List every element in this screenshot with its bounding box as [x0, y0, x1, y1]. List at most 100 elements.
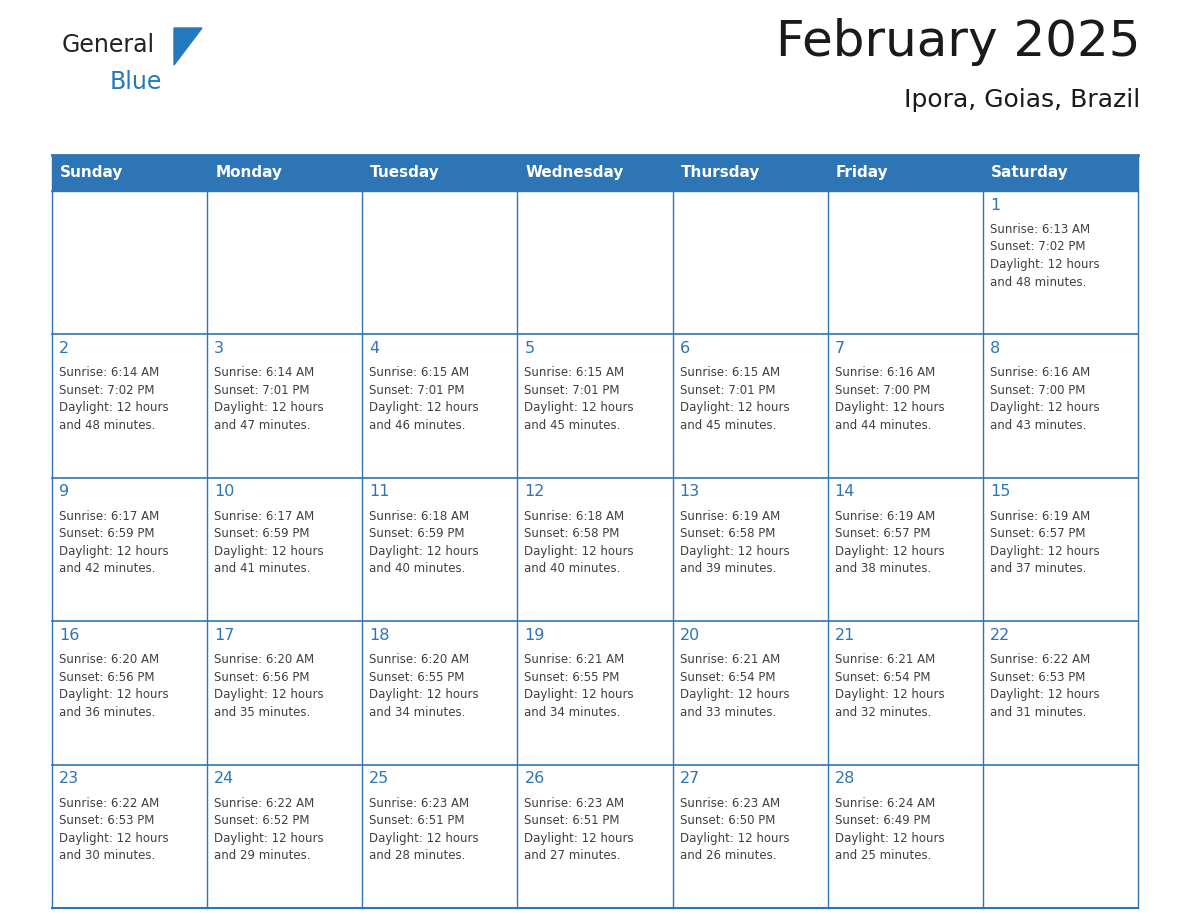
Bar — [518, 621, 672, 765]
Text: 19: 19 — [524, 628, 545, 643]
Text: Sunrise: 6:18 AM
Sunset: 6:58 PM
Daylight: 12 hours
and 40 minutes.: Sunrise: 6:18 AM Sunset: 6:58 PM Dayligh… — [524, 509, 634, 576]
Text: Sunrise: 6:21 AM
Sunset: 6:54 PM
Daylight: 12 hours
and 33 minutes.: Sunrise: 6:21 AM Sunset: 6:54 PM Dayligh… — [680, 654, 789, 719]
Text: February 2025: February 2025 — [776, 18, 1140, 66]
Text: Sunrise: 6:15 AM
Sunset: 7:01 PM
Daylight: 12 hours
and 46 minutes.: Sunrise: 6:15 AM Sunset: 7:01 PM Dayligh… — [369, 366, 479, 431]
Text: General: General — [62, 33, 156, 57]
Bar — [828, 621, 982, 765]
Text: Sunrise: 6:20 AM
Sunset: 6:55 PM
Daylight: 12 hours
and 34 minutes.: Sunrise: 6:20 AM Sunset: 6:55 PM Dayligh… — [369, 654, 479, 719]
Text: Sunrise: 6:19 AM
Sunset: 6:58 PM
Daylight: 12 hours
and 39 minutes.: Sunrise: 6:19 AM Sunset: 6:58 PM Dayligh… — [680, 509, 789, 576]
Text: Sunrise: 6:19 AM
Sunset: 6:57 PM
Daylight: 12 hours
and 38 minutes.: Sunrise: 6:19 AM Sunset: 6:57 PM Dayligh… — [835, 509, 944, 576]
Text: Wednesday: Wednesday — [525, 165, 624, 181]
Text: 8: 8 — [990, 341, 1000, 356]
Bar — [518, 191, 672, 334]
Text: 9: 9 — [59, 485, 69, 499]
Bar — [52, 191, 207, 334]
Text: 21: 21 — [835, 628, 855, 643]
Bar — [672, 621, 828, 765]
Bar — [982, 191, 1138, 334]
Text: Saturday: Saturday — [991, 165, 1069, 181]
Text: 13: 13 — [680, 485, 700, 499]
Text: 4: 4 — [369, 341, 379, 356]
Bar — [982, 334, 1138, 477]
Bar — [828, 477, 982, 621]
Bar — [828, 765, 982, 908]
Text: 1: 1 — [990, 197, 1000, 212]
Text: Sunrise: 6:15 AM
Sunset: 7:01 PM
Daylight: 12 hours
and 45 minutes.: Sunrise: 6:15 AM Sunset: 7:01 PM Dayligh… — [524, 366, 634, 431]
Text: 17: 17 — [214, 628, 234, 643]
Text: 25: 25 — [369, 771, 390, 786]
Bar — [362, 621, 518, 765]
Text: 12: 12 — [524, 485, 545, 499]
Text: Sunrise: 6:22 AM
Sunset: 6:53 PM
Daylight: 12 hours
and 30 minutes.: Sunrise: 6:22 AM Sunset: 6:53 PM Dayligh… — [59, 797, 169, 862]
Bar — [672, 765, 828, 908]
Text: 18: 18 — [369, 628, 390, 643]
Bar — [362, 765, 518, 908]
Text: Monday: Monday — [215, 165, 282, 181]
Text: Sunrise: 6:21 AM
Sunset: 6:54 PM
Daylight: 12 hours
and 32 minutes.: Sunrise: 6:21 AM Sunset: 6:54 PM Dayligh… — [835, 654, 944, 719]
Text: Sunrise: 6:22 AM
Sunset: 6:52 PM
Daylight: 12 hours
and 29 minutes.: Sunrise: 6:22 AM Sunset: 6:52 PM Dayligh… — [214, 797, 324, 862]
Text: 14: 14 — [835, 485, 855, 499]
Text: Sunrise: 6:23 AM
Sunset: 6:50 PM
Daylight: 12 hours
and 26 minutes.: Sunrise: 6:23 AM Sunset: 6:50 PM Dayligh… — [680, 797, 789, 862]
Text: Sunday: Sunday — [61, 165, 124, 181]
Text: 2: 2 — [59, 341, 69, 356]
Text: 5: 5 — [524, 341, 535, 356]
Bar — [207, 191, 362, 334]
Text: Sunrise: 6:14 AM
Sunset: 7:02 PM
Daylight: 12 hours
and 48 minutes.: Sunrise: 6:14 AM Sunset: 7:02 PM Dayligh… — [59, 366, 169, 431]
Text: Sunrise: 6:16 AM
Sunset: 7:00 PM
Daylight: 12 hours
and 43 minutes.: Sunrise: 6:16 AM Sunset: 7:00 PM Dayligh… — [990, 366, 1099, 431]
Text: Sunrise: 6:21 AM
Sunset: 6:55 PM
Daylight: 12 hours
and 34 minutes.: Sunrise: 6:21 AM Sunset: 6:55 PM Dayligh… — [524, 654, 634, 719]
Text: 11: 11 — [369, 485, 390, 499]
Text: Blue: Blue — [110, 70, 163, 94]
Bar — [672, 334, 828, 477]
Text: 26: 26 — [524, 771, 544, 786]
Text: Sunrise: 6:22 AM
Sunset: 6:53 PM
Daylight: 12 hours
and 31 minutes.: Sunrise: 6:22 AM Sunset: 6:53 PM Dayligh… — [990, 654, 1099, 719]
Bar — [672, 191, 828, 334]
Bar — [207, 334, 362, 477]
Text: 6: 6 — [680, 341, 690, 356]
Text: 24: 24 — [214, 771, 234, 786]
Bar — [207, 765, 362, 908]
Text: Sunrise: 6:17 AM
Sunset: 6:59 PM
Daylight: 12 hours
and 41 minutes.: Sunrise: 6:17 AM Sunset: 6:59 PM Dayligh… — [214, 509, 324, 576]
Bar — [828, 191, 982, 334]
Text: Sunrise: 6:18 AM
Sunset: 6:59 PM
Daylight: 12 hours
and 40 minutes.: Sunrise: 6:18 AM Sunset: 6:59 PM Dayligh… — [369, 509, 479, 576]
Bar — [362, 334, 518, 477]
Text: 28: 28 — [835, 771, 855, 786]
Text: 7: 7 — [835, 341, 845, 356]
Bar — [518, 334, 672, 477]
Bar — [982, 477, 1138, 621]
Bar — [52, 155, 1138, 191]
Bar — [828, 334, 982, 477]
Bar — [52, 621, 207, 765]
Bar — [362, 191, 518, 334]
Text: Sunrise: 6:17 AM
Sunset: 6:59 PM
Daylight: 12 hours
and 42 minutes.: Sunrise: 6:17 AM Sunset: 6:59 PM Dayligh… — [59, 509, 169, 576]
Text: 20: 20 — [680, 628, 700, 643]
Bar — [672, 477, 828, 621]
Bar — [362, 477, 518, 621]
Text: Sunrise: 6:16 AM
Sunset: 7:00 PM
Daylight: 12 hours
and 44 minutes.: Sunrise: 6:16 AM Sunset: 7:00 PM Dayligh… — [835, 366, 944, 431]
Text: 3: 3 — [214, 341, 225, 356]
Bar — [52, 334, 207, 477]
Text: 16: 16 — [59, 628, 80, 643]
Text: 10: 10 — [214, 485, 234, 499]
Polygon shape — [173, 28, 202, 65]
Text: Sunrise: 6:24 AM
Sunset: 6:49 PM
Daylight: 12 hours
and 25 minutes.: Sunrise: 6:24 AM Sunset: 6:49 PM Dayligh… — [835, 797, 944, 862]
Bar — [52, 765, 207, 908]
Bar — [982, 621, 1138, 765]
Text: 23: 23 — [59, 771, 80, 786]
Text: Sunrise: 6:13 AM
Sunset: 7:02 PM
Daylight: 12 hours
and 48 minutes.: Sunrise: 6:13 AM Sunset: 7:02 PM Dayligh… — [990, 223, 1099, 288]
Text: Ipora, Goias, Brazil: Ipora, Goias, Brazil — [904, 88, 1140, 112]
Text: Sunrise: 6:20 AM
Sunset: 6:56 PM
Daylight: 12 hours
and 35 minutes.: Sunrise: 6:20 AM Sunset: 6:56 PM Dayligh… — [214, 654, 324, 719]
Text: Sunrise: 6:20 AM
Sunset: 6:56 PM
Daylight: 12 hours
and 36 minutes.: Sunrise: 6:20 AM Sunset: 6:56 PM Dayligh… — [59, 654, 169, 719]
Bar — [207, 477, 362, 621]
Text: Sunrise: 6:14 AM
Sunset: 7:01 PM
Daylight: 12 hours
and 47 minutes.: Sunrise: 6:14 AM Sunset: 7:01 PM Dayligh… — [214, 366, 324, 431]
Bar — [982, 765, 1138, 908]
Text: Thursday: Thursday — [681, 165, 760, 181]
Text: 27: 27 — [680, 771, 700, 786]
Text: 22: 22 — [990, 628, 1010, 643]
Text: 15: 15 — [990, 485, 1010, 499]
Text: Tuesday: Tuesday — [371, 165, 440, 181]
Text: Sunrise: 6:19 AM
Sunset: 6:57 PM
Daylight: 12 hours
and 37 minutes.: Sunrise: 6:19 AM Sunset: 6:57 PM Dayligh… — [990, 509, 1099, 576]
Text: Friday: Friday — [835, 165, 889, 181]
Text: Sunrise: 6:23 AM
Sunset: 6:51 PM
Daylight: 12 hours
and 27 minutes.: Sunrise: 6:23 AM Sunset: 6:51 PM Dayligh… — [524, 797, 634, 862]
Bar — [52, 477, 207, 621]
Text: Sunrise: 6:23 AM
Sunset: 6:51 PM
Daylight: 12 hours
and 28 minutes.: Sunrise: 6:23 AM Sunset: 6:51 PM Dayligh… — [369, 797, 479, 862]
